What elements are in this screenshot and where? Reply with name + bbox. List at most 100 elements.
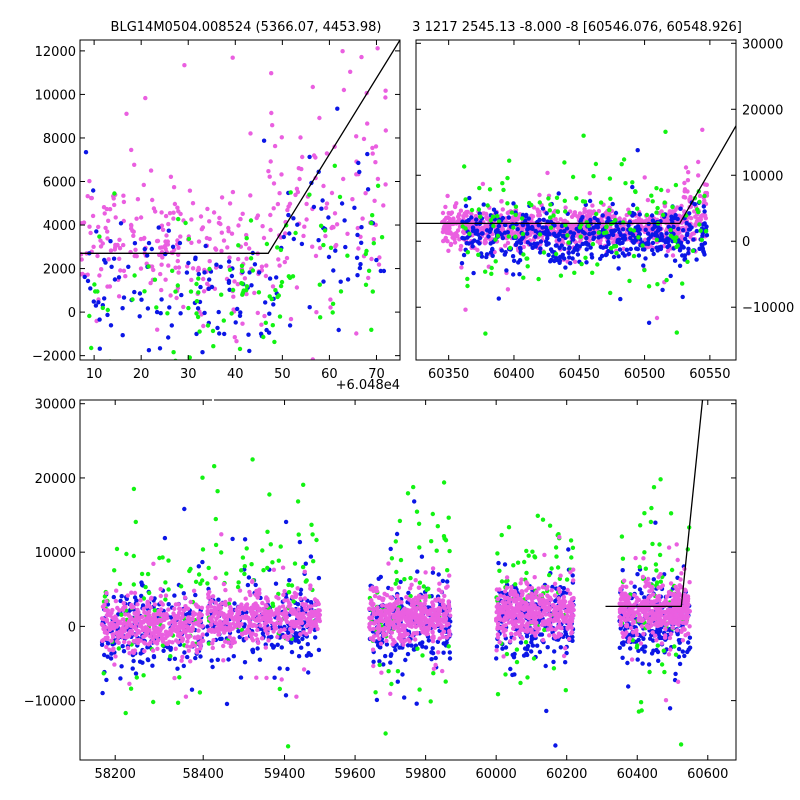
data-point-green: [553, 545, 559, 550]
data-point-magenta: [144, 631, 149, 636]
data-point-green: [497, 568, 502, 573]
data-point-green: [462, 164, 467, 169]
data-point-magenta: [123, 274, 128, 279]
data-point-magenta: [277, 263, 282, 268]
data-point-green: [591, 174, 596, 179]
data-point-magenta: [221, 643, 226, 649]
data-point-blue: [567, 255, 572, 260]
data-point-magenta: [213, 575, 218, 581]
data-point-green: [521, 275, 526, 280]
data-point-blue: [299, 645, 304, 650]
data-point-magenta: [380, 603, 385, 608]
data-point-blue: [702, 241, 708, 246]
data-point-magenta: [607, 211, 612, 217]
data-point-magenta: [416, 585, 422, 590]
data-point-green: [219, 550, 224, 555]
data-point-green: [563, 209, 568, 214]
data-point-blue: [181, 663, 186, 669]
data-point-blue: [142, 397, 146, 401]
data-point-green: [655, 282, 660, 287]
data-point-magenta: [287, 600, 292, 606]
data-point-blue: [371, 659, 376, 664]
data-point-magenta: [98, 238, 103, 243]
data-point-blue: [511, 258, 517, 263]
data-point-magenta: [148, 168, 154, 173]
data-point-green: [89, 345, 94, 351]
data-point-green: [240, 281, 245, 286]
y-tick-label: 4000: [43, 219, 76, 234]
data-point-green: [697, 222, 702, 227]
data-point-magenta: [171, 210, 176, 215]
data-point-magenta: [204, 235, 210, 241]
data-point-blue: [663, 240, 668, 245]
data-point-magenta: [268, 227, 273, 233]
data-point-magenta: [483, 223, 488, 228]
data-point-blue: [604, 244, 609, 250]
data-point-blue: [552, 649, 557, 654]
data-point-magenta: [148, 280, 153, 286]
data-point-magenta: [216, 632, 221, 637]
data-point-blue: [480, 231, 485, 236]
data-point-green: [366, 268, 372, 273]
data-point-magenta: [128, 623, 133, 628]
data-point-magenta: [397, 636, 402, 641]
data-point-magenta: [452, 237, 457, 242]
data-point-magenta: [494, 648, 499, 653]
data-point-blue: [132, 289, 137, 295]
data-point-magenta: [696, 173, 701, 178]
data-point-blue: [686, 246, 691, 251]
data-point-magenta: [686, 170, 691, 175]
data-point-magenta: [413, 637, 418, 642]
data-point-blue: [137, 291, 143, 296]
data-point-magenta: [152, 613, 157, 618]
data-point-magenta: [345, 231, 350, 236]
data-point-magenta: [441, 238, 446, 244]
data-point-magenta: [408, 622, 413, 627]
data-point-blue: [701, 204, 706, 209]
data-point-magenta: [118, 633, 124, 638]
data-point-green: [507, 245, 513, 251]
data-point-magenta: [121, 268, 127, 273]
data-point-magenta: [310, 84, 315, 90]
data-point-green: [211, 344, 216, 349]
data-point-green: [237, 346, 243, 352]
data-point-green: [165, 311, 170, 316]
data-point-magenta: [196, 239, 202, 244]
data-point-magenta: [436, 607, 441, 613]
data-point-magenta: [191, 588, 197, 593]
data-point-blue: [494, 644, 500, 649]
data-point-blue: [193, 592, 198, 598]
data-point-green: [250, 268, 256, 273]
data-point-blue: [119, 664, 124, 669]
data-point-magenta: [390, 607, 395, 612]
data-point-blue: [570, 250, 576, 255]
data-point-magenta: [151, 206, 157, 211]
data-point-magenta: [210, 614, 215, 619]
data-point-magenta: [125, 645, 131, 651]
data-point-magenta: [271, 621, 277, 627]
data-point-magenta: [259, 322, 264, 327]
data-point-magenta: [536, 586, 541, 591]
data-point-green: [491, 223, 496, 229]
data-point-green: [572, 270, 577, 275]
data-point-magenta: [268, 212, 273, 218]
data-point-blue: [306, 670, 311, 675]
data-point-magenta: [590, 203, 595, 208]
data-point-blue: [286, 630, 291, 636]
data-point-blue: [300, 636, 305, 642]
data-point-green: [568, 538, 574, 543]
data-point-magenta: [371, 626, 376, 632]
data-point-magenta: [547, 612, 552, 617]
data-point-blue: [702, 209, 707, 214]
data-point-green: [431, 671, 436, 676]
data-point-blue: [343, 244, 348, 250]
data-point-blue: [240, 611, 245, 616]
data-point-magenta: [235, 619, 241, 624]
data-point-magenta: [195, 268, 200, 273]
data-point-magenta: [301, 630, 306, 635]
data-point-magenta: [390, 642, 395, 647]
data-point-magenta: [258, 623, 263, 628]
data-point-magenta: [156, 638, 161, 643]
data-point-magenta: [333, 244, 338, 249]
data-point-magenta: [107, 284, 113, 289]
